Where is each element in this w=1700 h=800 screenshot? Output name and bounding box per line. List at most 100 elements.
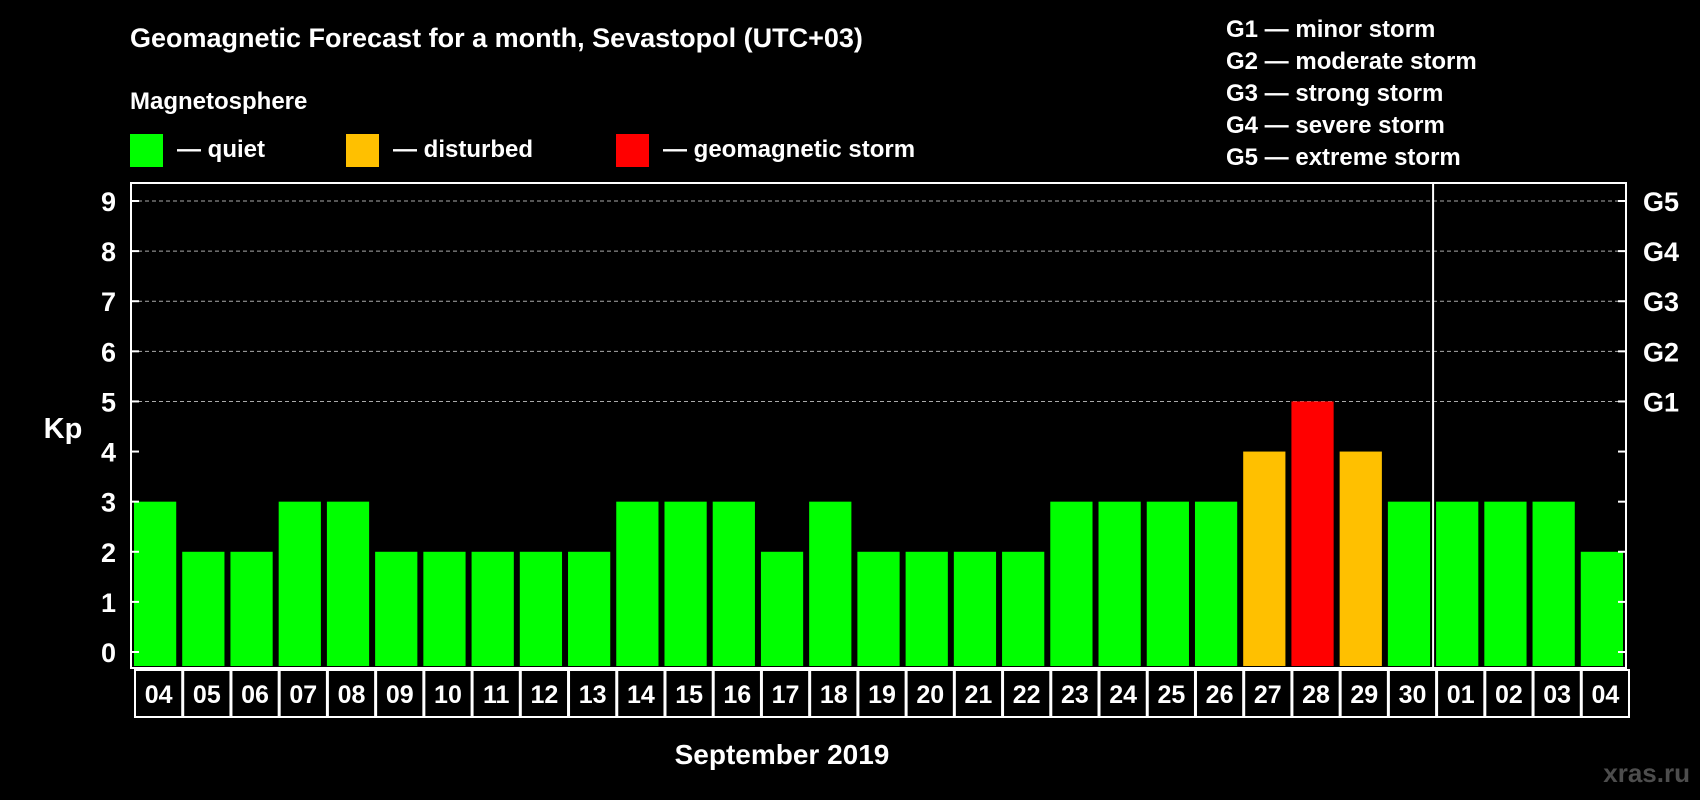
date-cell-22 [1194, 669, 1245, 718]
bar-0 [134, 501, 177, 666]
bar-24 [1291, 401, 1334, 666]
bar-27 [1436, 501, 1479, 666]
date-cell-27 [1436, 669, 1486, 718]
date-label-8: 12 [531, 681, 559, 709]
date-cell-15 [857, 669, 907, 718]
bar-26 [1387, 501, 1431, 666]
bar-11 [664, 501, 707, 666]
g-level-label-g2: G2 [1643, 337, 1679, 367]
date-label-30: 04 [1591, 681, 1619, 709]
y-axis-label: Kp [44, 413, 83, 445]
bar-16 [905, 551, 948, 666]
date-label-4: 08 [338, 681, 366, 709]
bar-14 [809, 501, 852, 666]
date-label-21: 25 [1157, 681, 1185, 709]
date-label-18: 22 [1013, 681, 1041, 709]
watermark: xras.ru [1603, 758, 1690, 788]
date-cell-5 [375, 669, 425, 718]
bar-13 [760, 551, 804, 666]
bar-1 [182, 551, 225, 666]
date-label-24: 28 [1302, 681, 1330, 709]
date-label-9: 13 [579, 681, 607, 709]
bar-10 [616, 501, 659, 666]
bar-20 [1098, 501, 1141, 666]
legend-heading: Magnetosphere [130, 88, 307, 115]
date-cell-25 [1339, 669, 1389, 718]
date-label-10: 14 [627, 681, 655, 709]
y-tick-label-1: 1 [101, 588, 116, 618]
date-label-25: 29 [1350, 681, 1378, 709]
date-cell-20 [1098, 669, 1148, 718]
date-label-12: 16 [723, 681, 751, 709]
y-tick-label-2: 2 [101, 538, 116, 568]
date-label-0: 04 [145, 681, 173, 709]
date-label-27: 01 [1447, 681, 1475, 709]
x-axis-label: September 2019 [675, 739, 890, 770]
date-label-5: 09 [386, 681, 414, 709]
bar-21 [1146, 501, 1189, 666]
bar-5 [375, 551, 418, 666]
date-cell-2 [230, 669, 280, 718]
g-level-label-g1: G1 [1643, 387, 1679, 417]
legend-label-storm: — geomagnetic storm [663, 136, 915, 163]
y-tick-label-0: 0 [101, 638, 116, 668]
bar-7 [471, 551, 514, 666]
y-tick-label-7: 7 [101, 287, 116, 317]
date-label-14: 18 [820, 681, 848, 709]
bar-19 [1050, 501, 1093, 666]
bar-17 [953, 551, 997, 666]
date-label-6: 10 [434, 681, 462, 709]
bar-18 [1002, 551, 1045, 666]
y-tick-label-8: 8 [101, 237, 116, 267]
y-tick-label-9: 9 [101, 187, 116, 217]
scale-g2: G2 — moderate storm [1226, 48, 1477, 75]
date-cell-7 [471, 669, 521, 718]
bar-12 [712, 501, 755, 666]
scale-g5: G5 — extreme storm [1226, 144, 1461, 171]
date-cell-10 [616, 669, 666, 718]
legend-label-disturbed: — disturbed [393, 136, 533, 163]
bar-9 [568, 551, 611, 666]
bar-15 [857, 551, 900, 666]
legend-swatch-disturbed [346, 134, 379, 167]
date-label-22: 26 [1206, 681, 1234, 709]
date-label-28: 02 [1495, 681, 1523, 709]
date-cell-12 [712, 669, 762, 718]
date-label-2: 06 [241, 681, 269, 709]
date-label-1: 05 [193, 681, 221, 709]
date-cell-3 [278, 669, 328, 718]
date-cell-21 [1146, 669, 1196, 718]
bar-3 [278, 501, 321, 666]
scale-g4: G4 — severe storm [1226, 112, 1445, 139]
date-cell-4 [326, 669, 377, 718]
date-label-17: 21 [965, 681, 993, 709]
date-label-15: 19 [868, 681, 896, 709]
bar-28 [1484, 501, 1527, 666]
bar-29 [1532, 501, 1575, 666]
bar-25 [1339, 451, 1382, 666]
date-cell-8 [519, 669, 570, 718]
bar-30 [1580, 551, 1623, 666]
g-level-label-g4: G4 [1643, 237, 1679, 267]
legend-swatch-quiet [130, 134, 163, 167]
y-tick-label-3: 3 [101, 488, 116, 518]
date-cell-6 [423, 669, 473, 718]
bar-8 [519, 551, 563, 666]
date-label-26: 30 [1399, 681, 1427, 709]
plot-frame [130, 182, 1627, 669]
date-label-3: 07 [289, 681, 317, 709]
date-cell-24 [1291, 669, 1341, 718]
legend-swatch-storm [616, 134, 649, 167]
date-label-7: 11 [483, 681, 510, 709]
y-tick-label-4: 4 [101, 438, 116, 468]
bar-6 [423, 551, 466, 666]
bar-22 [1194, 501, 1238, 666]
chart-title: Geomagnetic Forecast for a month, Sevast… [130, 23, 863, 53]
date-cell-1 [182, 669, 232, 718]
date-label-19: 23 [1061, 681, 1089, 709]
grid-lines [131, 200, 1626, 402]
scale-g1: G1 — minor storm [1226, 16, 1435, 43]
bar-2 [230, 551, 273, 666]
